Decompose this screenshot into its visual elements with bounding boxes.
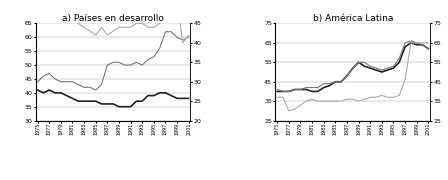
Title: b) América Latina: b) América Latina [313, 14, 393, 23]
Title: a) Países en desarrollo: a) Países en desarrollo [62, 14, 164, 23]
